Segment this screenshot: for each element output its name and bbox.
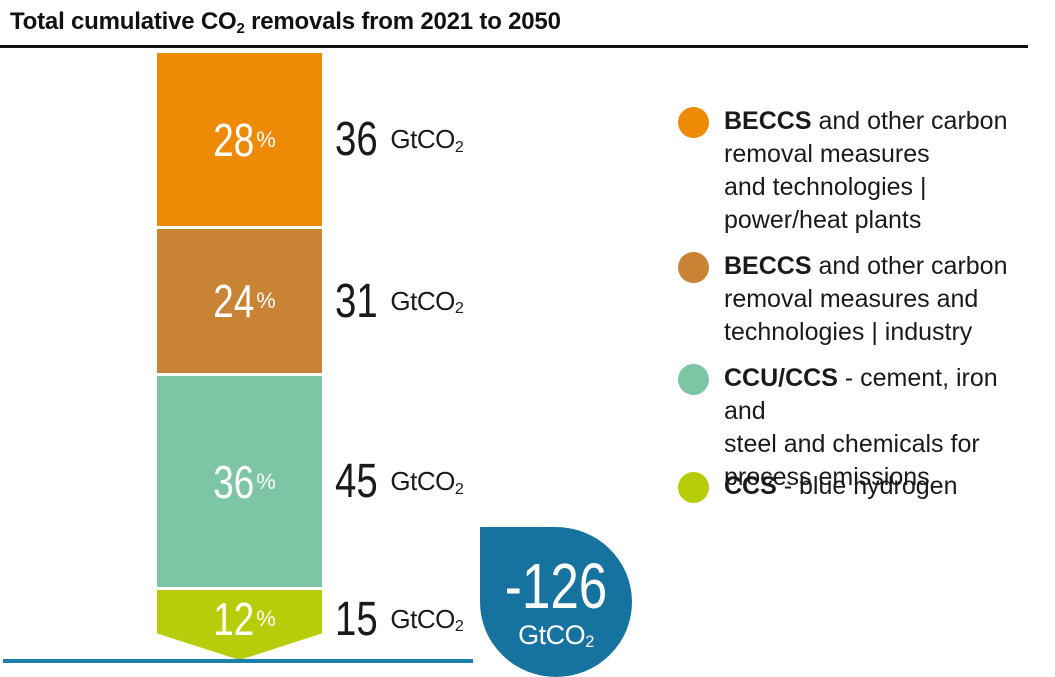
amount-label-ccs: 15 GtCO2 bbox=[335, 590, 575, 648]
amount-value: 15 bbox=[335, 592, 378, 646]
legend-label: CCU/CCS - cement, iron and steel and che… bbox=[724, 362, 1044, 494]
legend-item-beccs-industry: BECCS and other carbon removal measures … bbox=[678, 250, 1044, 349]
percent-label-beccs-power: 28% bbox=[157, 53, 322, 226]
amount-unit: GtCO2 bbox=[390, 603, 464, 636]
legend-bold: BECCS bbox=[724, 107, 812, 135]
total-unit: GtCO2 bbox=[518, 619, 594, 652]
unit-text: GtCO bbox=[390, 124, 455, 154]
legend-swatch-teal bbox=[678, 364, 709, 395]
unit-subscript: 2 bbox=[585, 632, 594, 652]
unit-subscript: 2 bbox=[454, 299, 464, 318]
percent-value: 36 bbox=[213, 455, 255, 508]
amount-value: 45 bbox=[335, 455, 378, 508]
total-value: -126 bbox=[504, 549, 608, 622]
percent-sign: % bbox=[256, 288, 276, 313]
unit-subscript: 2 bbox=[454, 137, 464, 156]
legend-bold: BECCS bbox=[724, 252, 812, 280]
unit-subscript: 2 bbox=[454, 617, 464, 636]
bar-segment-beccs-industry bbox=[157, 229, 322, 373]
title-subscript: 2 bbox=[236, 20, 245, 37]
percent-value: 24 bbox=[213, 275, 255, 327]
legend-line-rest: - cement, iron and bbox=[724, 364, 998, 425]
title-text-tail: removals from 2021 to 2050 bbox=[244, 8, 561, 35]
unit-text: GtCO bbox=[390, 466, 455, 496]
legend-bold: CCU/CCS bbox=[724, 364, 838, 392]
legend-line-rest: and other carbon bbox=[811, 107, 1008, 135]
baseline-rule bbox=[3, 659, 473, 663]
percent-sign: % bbox=[256, 606, 276, 631]
amount-label-ccu-ccs: 45 GtCO2 bbox=[335, 376, 575, 587]
unit-text: GtCO bbox=[390, 603, 455, 634]
legend-line: BECCS and other carbon bbox=[724, 250, 1044, 283]
legend-line: steel and chemicals for bbox=[724, 430, 980, 458]
total-removals-badge: -126 GtCO2 bbox=[480, 527, 632, 677]
amount-value: 36 bbox=[335, 113, 378, 166]
legend-swatch-green bbox=[678, 472, 709, 503]
amount-unit: GtCO2 bbox=[390, 466, 464, 498]
legend-line: CCU/CCS - cement, iron and bbox=[724, 362, 1044, 428]
legend-swatch-orange bbox=[678, 107, 709, 138]
percent-value: 12 bbox=[213, 593, 255, 645]
bar-segment-beccs-power bbox=[157, 53, 322, 226]
legend-line-rest: - blue hydrogen bbox=[776, 472, 958, 500]
unit-subscript: 2 bbox=[454, 479, 464, 498]
amount-label-beccs-industry: 31 GtCO2 bbox=[335, 229, 575, 373]
unit-text: GtCO bbox=[390, 285, 455, 316]
amount-unit: GtCO2 bbox=[390, 124, 464, 156]
legend-line: BECCS and other carbon bbox=[724, 105, 1044, 138]
title-text: Total cumulative CO bbox=[10, 8, 237, 35]
amount-value: 31 bbox=[335, 274, 378, 328]
legend-label: BECCS and other carbon removal measures … bbox=[724, 250, 1044, 349]
legend-line-rest: and other carbon bbox=[811, 252, 1008, 280]
legend-line: and technologies | bbox=[724, 173, 927, 201]
legend-item-ccu-ccs: CCU/CCS - cement, iron and steel and che… bbox=[678, 362, 1044, 494]
legend-bold: CCS bbox=[724, 472, 777, 500]
unit-text: GtCO bbox=[518, 619, 586, 650]
legend-line: process emissions bbox=[724, 463, 930, 491]
amount-label-beccs-power: 36 GtCO2 bbox=[335, 53, 575, 226]
legend-line: power/heat plants bbox=[724, 206, 922, 234]
legend-line: removal measures and bbox=[724, 285, 979, 313]
legend-line: removal measures bbox=[724, 140, 930, 168]
legend-label: BECCS and other carbon removal measures … bbox=[724, 105, 1044, 237]
legend-line: CCS - blue hydrogen bbox=[724, 470, 1044, 503]
legend-line: technologies | industry bbox=[724, 318, 973, 346]
percent-sign: % bbox=[256, 468, 276, 494]
legend-swatch-brown bbox=[678, 252, 709, 283]
page-title: Total cumulative CO2 removals from 2021 … bbox=[10, 8, 561, 37]
percent-label-ccu-ccs: 36% bbox=[157, 376, 322, 587]
amount-unit: GtCO2 bbox=[390, 285, 464, 318]
percent-label-ccs: 12% bbox=[157, 590, 322, 648]
percent-value: 28 bbox=[213, 113, 255, 166]
percent-sign: % bbox=[256, 126, 276, 152]
legend-item-beccs-power: BECCS and other carbon removal measures … bbox=[678, 105, 1044, 237]
percent-label-beccs-industry: 24% bbox=[157, 229, 322, 373]
title-underline bbox=[0, 45, 1028, 48]
legend-label: CCS - blue hydrogen bbox=[724, 470, 1044, 503]
legend-item-ccs: CCS - blue hydrogen bbox=[678, 470, 1044, 503]
bar-segment-ccu-ccs bbox=[157, 376, 322, 587]
